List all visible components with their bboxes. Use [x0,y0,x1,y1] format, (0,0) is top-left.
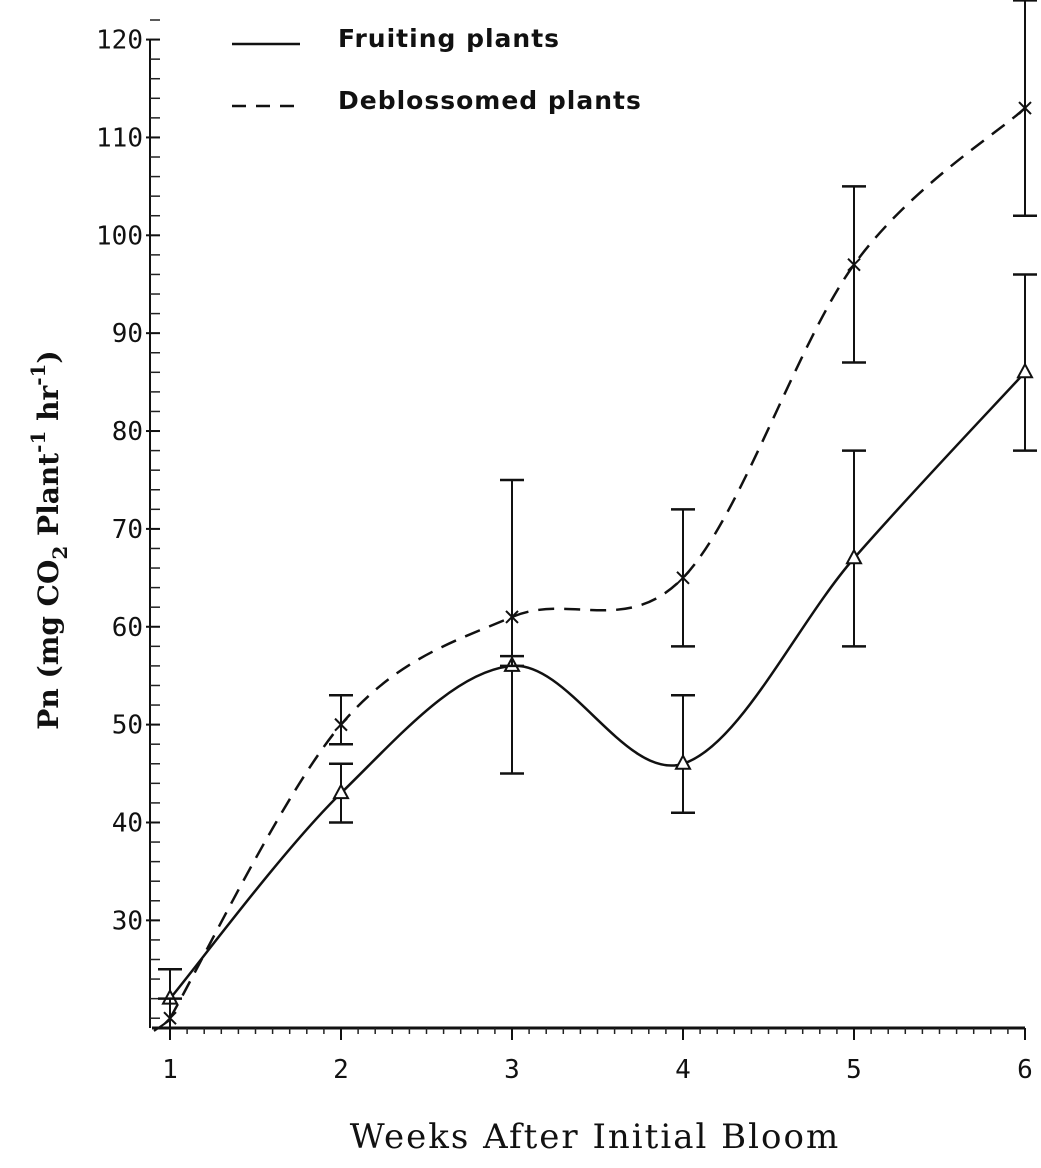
y-tick-label: 110 [96,123,143,153]
y-tick-label: 100 [96,221,143,251]
legend-label: Deblossomed plants [338,86,642,115]
axes: 30 40 50 60 70 80 90 100 110 120 1 2 3 4 5 6 [96,19,1033,1085]
x-axis-label: Weeks After Initial Bloom [350,1117,840,1157]
y-tick-label: 80 [112,417,143,447]
y-axis-label-middle: Plant [32,453,65,546]
legend-item-fruiting-plants: Fruiting plants [232,24,560,53]
data-point-triangle [332,783,350,800]
data-point-asterisk [163,1011,177,1026]
series-line [169,371,1026,1000]
y-tick-label: 30 [112,906,143,936]
y-axis-label-hr: hr [32,385,65,431]
data-point-triangle [674,753,692,770]
y-axis-label-superscript-2: -1 [26,364,50,386]
y-tick-label: 40 [112,808,143,838]
y-tick-label: 60 [112,613,143,643]
series-line [168,107,1026,1019]
data-point-triangle [1016,362,1034,379]
y-axis-label: Pn (mg CO2 Plant-1 hr-1) [26,350,72,729]
error-bar [500,654,524,775]
x-tick-label: 2 [333,1055,349,1085]
legend-item-deblossomed-plants: Deblossomed plants [232,86,642,115]
y-tick-label: 50 [112,711,143,741]
x-tick-label: 5 [846,1055,862,1085]
series-fruiting-plants [158,273,1037,1030]
y-tick-label: 120 [96,26,143,56]
series-deblossomed-plants [158,0,1037,1030]
x-tick-label: 4 [675,1055,691,1085]
data-point-asterisk [676,570,690,585]
x-tick-label: 1 [162,1055,178,1085]
y-tick-label: 70 [112,515,143,545]
y-axis-label-prefix: Pn (mg CO [32,560,65,730]
y-axis-label-superscript-1: -1 [26,431,50,453]
y-tick-label: 90 [112,319,143,349]
data-point-asterisk [847,257,861,272]
data-point-asterisk [505,609,519,624]
legend-label: Fruiting plants [338,24,560,53]
x-tick-label: 6 [1017,1055,1033,1085]
y-axis-label-subscript: 2 [48,546,72,560]
y-axis-label-suffix: ) [32,350,65,363]
legend: Fruiting plants Deblossomed plants [232,24,642,115]
error-bar [842,185,866,364]
x-tick-label: 3 [504,1055,520,1085]
data-point-triangle [845,548,863,565]
data-point-asterisk [334,717,348,732]
error-bar [500,478,524,668]
data-point-asterisk [1018,101,1032,116]
series-layer [158,0,1037,1030]
